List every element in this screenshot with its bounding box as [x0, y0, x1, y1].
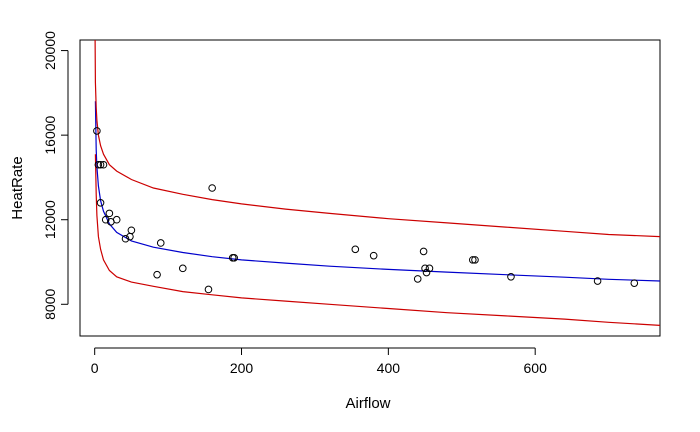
- data-point: [101, 215, 110, 224]
- data-point: [204, 285, 213, 294]
- data-point: [230, 253, 238, 262]
- y-tick-label: 12000: [42, 200, 58, 239]
- data-point: [105, 209, 114, 218]
- data-point: [351, 245, 360, 254]
- data-point: [208, 184, 216, 192]
- data-point: [96, 160, 105, 169]
- y-tick-label: 16000: [42, 115, 58, 154]
- data-point: [419, 247, 428, 256]
- point-layer: [93, 127, 639, 294]
- data-point: [178, 264, 187, 273]
- x-tick-label: 0: [91, 360, 99, 376]
- data-point: [156, 239, 165, 247]
- data-point: [153, 270, 161, 279]
- data-point: [413, 275, 422, 283]
- data-point: [421, 264, 429, 273]
- lower-band-line: [94, 154, 660, 326]
- data-point: [94, 160, 103, 169]
- data-point: [507, 273, 515, 281]
- data-point: [468, 256, 477, 264]
- data-point: [425, 264, 434, 273]
- data-point: [112, 215, 121, 224]
- x-tick-label: 600: [524, 360, 548, 376]
- data-point: [93, 127, 101, 135]
- data-point: [121, 234, 130, 243]
- upper-band-line: [94, 40, 660, 238]
- fit-line: [94, 101, 660, 282]
- plot-frame: [79, 39, 661, 337]
- y-tick-label: 8000: [42, 289, 58, 320]
- curve-layer: [94, 40, 660, 326]
- y-axis-label: HeatRate: [9, 156, 26, 219]
- y-axis: 8000 12000 16000 20000: [42, 31, 69, 320]
- data-point: [96, 199, 105, 207]
- x-tick-label: 200: [230, 360, 254, 376]
- x-tick-label: 400: [377, 360, 401, 376]
- data-point: [593, 277, 602, 285]
- data-point: [369, 251, 378, 260]
- data-point: [630, 279, 639, 287]
- data-point: [471, 256, 479, 264]
- y-tick-label: 20000: [42, 31, 58, 70]
- data-point: [127, 226, 136, 235]
- x-axis-label: Airflow: [345, 395, 390, 412]
- data-point: [99, 160, 108, 169]
- x-axis: 0 200 400 600: [91, 347, 548, 376]
